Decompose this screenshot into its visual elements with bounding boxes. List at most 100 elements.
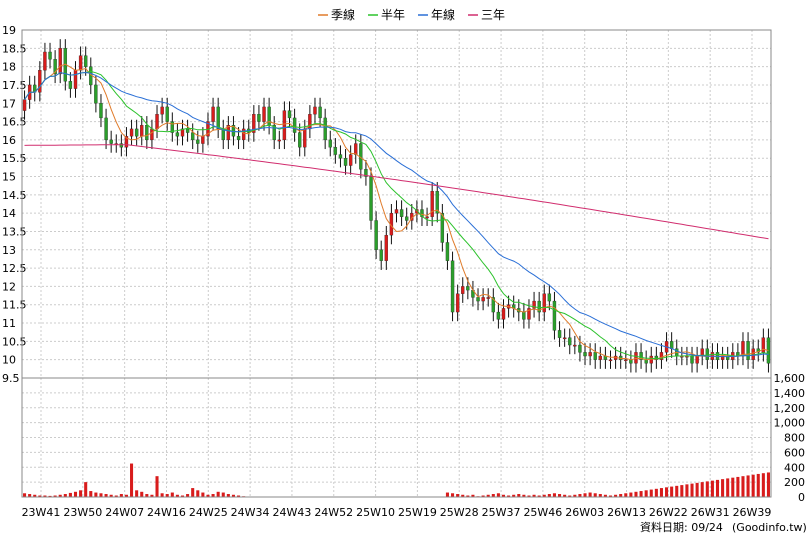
volume-bar-34 xyxy=(196,490,200,497)
candle-body-38 xyxy=(216,106,220,130)
candle-body-30 xyxy=(175,132,180,137)
volume-bar-98 xyxy=(522,494,526,497)
volume-bar-143 xyxy=(751,474,755,497)
volume-bar-88 xyxy=(471,494,475,497)
candle-body-121 xyxy=(639,352,643,360)
candle-body-54 xyxy=(298,132,302,148)
candle-body-62 xyxy=(338,154,343,159)
volume-bar-86 xyxy=(461,494,465,497)
volume-bar-97 xyxy=(517,494,521,497)
volume-frame xyxy=(21,377,772,498)
candle-body-59 xyxy=(323,117,327,141)
volume-bar-85 xyxy=(456,494,460,497)
candle-body-120 xyxy=(634,352,638,364)
candle-body-42 xyxy=(236,136,241,141)
candle-body-55 xyxy=(303,128,307,148)
candle-body-7 xyxy=(58,48,62,75)
candle-body-105 xyxy=(557,330,562,338)
volume-tick-3: 600 xyxy=(784,446,805,459)
candle-body-21 xyxy=(129,128,134,137)
volume-bar-107 xyxy=(568,495,572,497)
ma-line-3 xyxy=(24,144,769,240)
candle-body-26 xyxy=(155,114,159,130)
candle-body-101 xyxy=(537,300,541,313)
candle-body-113 xyxy=(598,355,602,360)
candle-body-110 xyxy=(583,352,587,357)
volume-bar-127 xyxy=(670,486,674,497)
volume-bar-142 xyxy=(746,475,750,497)
volume-bar-83 xyxy=(445,492,449,497)
volume-bar-20 xyxy=(124,494,128,497)
x-tick-12: 25W46 xyxy=(523,506,562,519)
candle-body-22 xyxy=(134,128,139,137)
volume-bar-121 xyxy=(639,491,643,497)
candle-body-84 xyxy=(450,260,455,313)
candle-body-14 xyxy=(94,84,98,104)
volume-tick-6: 1,200 xyxy=(774,402,806,415)
candle-body-53 xyxy=(292,117,297,133)
volume-bar-105 xyxy=(558,494,562,497)
candle-body-106 xyxy=(562,337,567,340)
volume-bar-35 xyxy=(201,492,205,497)
candle-body-112 xyxy=(593,352,597,360)
volume-bar-10 xyxy=(73,491,78,497)
volume-bar-17 xyxy=(109,494,113,497)
plot-frame xyxy=(21,29,772,498)
volume-bar-103 xyxy=(547,494,551,497)
candle-body-57 xyxy=(313,106,317,115)
candle-body-74 xyxy=(399,209,404,217)
x-tick-17: 26W39 xyxy=(733,506,772,519)
x-tick-6: 24W43 xyxy=(273,506,312,519)
price-tick-2: 10.5 xyxy=(2,335,27,348)
volume-bar-22 xyxy=(135,490,139,497)
candle-body-52 xyxy=(287,110,292,119)
volume-bar-126 xyxy=(665,487,669,497)
candle-body-64 xyxy=(348,154,353,166)
volume-bar-14 xyxy=(94,492,98,497)
ma-line-2 xyxy=(24,71,769,358)
volume-bar-144 xyxy=(756,473,760,497)
volume-bar-146 xyxy=(766,472,770,497)
price-tick-19: 19 xyxy=(2,24,16,37)
candle-body-61 xyxy=(333,147,338,155)
candle-body-94 xyxy=(501,308,506,320)
volume-bar-42 xyxy=(237,495,241,497)
volume-bar-2 xyxy=(33,494,37,497)
volume-bar-118 xyxy=(624,493,628,497)
volume-bar-108 xyxy=(573,494,577,497)
volume-bar-106 xyxy=(563,494,567,497)
candle-body-37 xyxy=(211,106,215,122)
volume-bar-114 xyxy=(603,494,607,497)
candle-body-86 xyxy=(461,286,465,294)
candle-body-69 xyxy=(374,220,378,250)
candle-body-122 xyxy=(644,359,648,364)
volume-bar-125 xyxy=(659,488,663,497)
volume-bar-27 xyxy=(160,493,164,497)
candle-body-91 xyxy=(486,297,490,299)
volume-bar-96 xyxy=(512,494,516,497)
footer-source: (Goodinfo.tw) xyxy=(732,521,807,534)
candle-body-11 xyxy=(78,55,83,71)
volume-bar-91 xyxy=(486,494,490,497)
x-tick-16: 26W31 xyxy=(691,506,730,519)
volume-bar-0 xyxy=(23,493,27,497)
volume-bar-30 xyxy=(175,494,179,497)
candle-body-125 xyxy=(659,352,664,360)
candle-body-60 xyxy=(328,139,332,148)
volume-bar-100 xyxy=(532,494,536,497)
volume-bar-92 xyxy=(491,494,495,497)
volume-bar-13 xyxy=(89,491,93,497)
volume-bar-16 xyxy=(104,494,108,497)
x-tick-5: 24W34 xyxy=(231,506,270,519)
volume-tick-2: 400 xyxy=(784,461,805,474)
candle-body-10 xyxy=(73,70,78,89)
candle-body-63 xyxy=(343,158,348,166)
price-tick-15: 17 xyxy=(2,97,16,110)
candle-body-104 xyxy=(552,300,557,331)
volume-bar-131 xyxy=(690,483,694,497)
volume-bar-94 xyxy=(501,494,506,497)
volume-bar-145 xyxy=(761,473,765,497)
